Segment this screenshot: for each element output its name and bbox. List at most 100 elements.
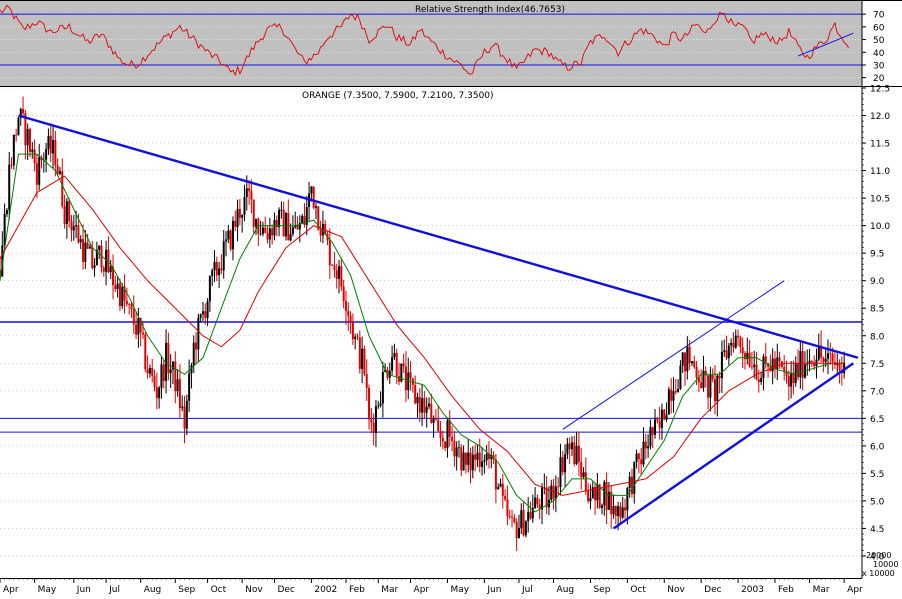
price-bar-body	[764, 356, 767, 364]
price-bar-body	[61, 171, 64, 207]
price-bar-body	[342, 286, 345, 302]
price-bar-body	[709, 375, 712, 398]
price-bar-body	[188, 373, 191, 401]
price-bar-body	[614, 506, 617, 516]
price-bar-body	[192, 342, 195, 366]
channel-trendline	[562, 280, 785, 430]
price-bar-body	[557, 486, 560, 488]
price-y-tick-label: 8.0	[870, 332, 885, 342]
price-bar-body	[644, 441, 647, 449]
price-bar-body	[234, 220, 237, 227]
x-axis: Apr May Jun Jul Aug Sep Oct Nov Dec 2002 Feb Mar Apr…	[0, 578, 863, 595]
price-bar-body	[404, 366, 407, 391]
price-bar-body	[301, 216, 304, 223]
price-bar-body	[125, 300, 128, 305]
price-bar-body	[432, 418, 435, 423]
rsi-y-axis: 20 30 40 50 60 70	[862, 11, 885, 84]
price-bar-body	[24, 113, 27, 146]
x-axis-tick-label: 2002	[314, 585, 337, 595]
price-bar-body	[511, 516, 514, 518]
price-bar-body	[647, 446, 650, 449]
price-bar-body	[31, 149, 34, 152]
rsi-series-group	[0, 4, 850, 77]
rsi-support-trendline	[797, 32, 854, 57]
price-bar-body	[215, 261, 218, 276]
x-axis-tick-label: Jul	[521, 585, 533, 595]
price-bar-body	[822, 357, 825, 362]
price-bar-body	[243, 197, 246, 215]
price-bar-body	[827, 353, 830, 359]
price-bar-body	[278, 209, 281, 228]
price-bar-body	[723, 350, 726, 352]
price-bar-body	[206, 301, 209, 318]
price-bar-body	[58, 171, 61, 175]
price-bar-body	[95, 249, 98, 266]
price-bar-body	[169, 369, 172, 374]
price-bar-body	[77, 225, 80, 243]
price-bar-body	[642, 441, 645, 465]
price-bar-body	[388, 370, 391, 378]
price-bar-body	[801, 351, 804, 378]
price-bar-body	[155, 387, 158, 399]
price-bar-body	[132, 309, 135, 325]
price-bar-body	[476, 452, 479, 460]
price-bar-body	[271, 228, 274, 236]
price-bar-body	[5, 210, 8, 214]
price-bar-body	[746, 352, 749, 360]
price-bar-body	[457, 447, 460, 449]
price-bar-body	[116, 283, 119, 290]
price-y-tick-label: 6.5	[870, 415, 884, 425]
rsi-y-tick-label: 60	[873, 23, 885, 33]
price-bar-body	[621, 507, 624, 518]
price-bar-body	[128, 304, 131, 305]
price-bar-body	[667, 389, 670, 415]
price-bar-body	[379, 403, 382, 406]
volume-axis-label: 20000	[866, 551, 891, 560]
price-bar-body	[47, 135, 50, 150]
price-bar-body	[56, 165, 59, 175]
price-bar-body	[487, 453, 490, 460]
price-bar-body	[693, 361, 696, 367]
price-bar-body	[349, 315, 352, 323]
price-bar-body	[753, 364, 756, 368]
price-bar-body	[208, 276, 211, 302]
price-y-tick-label: 7.0	[870, 387, 885, 397]
price-bar-body	[363, 348, 366, 375]
price-bar-body	[531, 507, 534, 519]
rsi-line	[0, 4, 850, 77]
price-bar-body	[600, 505, 603, 508]
price-bar-body	[374, 406, 377, 433]
price-bar-body	[464, 452, 467, 465]
price-bar-body	[356, 336, 359, 338]
price-panel-background	[0, 86, 862, 572]
price-bar-body	[45, 149, 48, 160]
price-bar-body	[335, 270, 338, 279]
price-y-tick-label: 7.5	[870, 360, 884, 370]
price-bar-body	[582, 472, 585, 478]
price-bar-body	[587, 491, 590, 502]
price-bar-body	[524, 521, 527, 536]
price-bar-body	[3, 213, 6, 246]
price-bar-body	[499, 483, 502, 487]
price-bar-body	[273, 220, 276, 236]
price-bar-body	[109, 266, 112, 273]
price-bar-body	[504, 495, 507, 500]
price-bar-body	[211, 270, 214, 277]
price-bar-body	[695, 366, 698, 378]
price-bar-body	[451, 436, 454, 441]
price-bar-body	[515, 521, 518, 539]
right-axis-background	[862, 0, 902, 595]
price-bar-body	[727, 345, 730, 359]
price-bar-body	[63, 206, 66, 225]
price-bar-body	[656, 419, 659, 421]
price-bar-body	[797, 363, 800, 378]
price-bar-body	[790, 372, 793, 387]
price-bar-body	[296, 225, 299, 230]
price-bar-body	[737, 335, 740, 338]
price-bar-body	[704, 370, 707, 376]
price-bar-body	[319, 229, 322, 236]
price-bar-body	[393, 352, 396, 358]
price-bar-body	[605, 481, 608, 510]
price-bar-body	[368, 388, 371, 420]
